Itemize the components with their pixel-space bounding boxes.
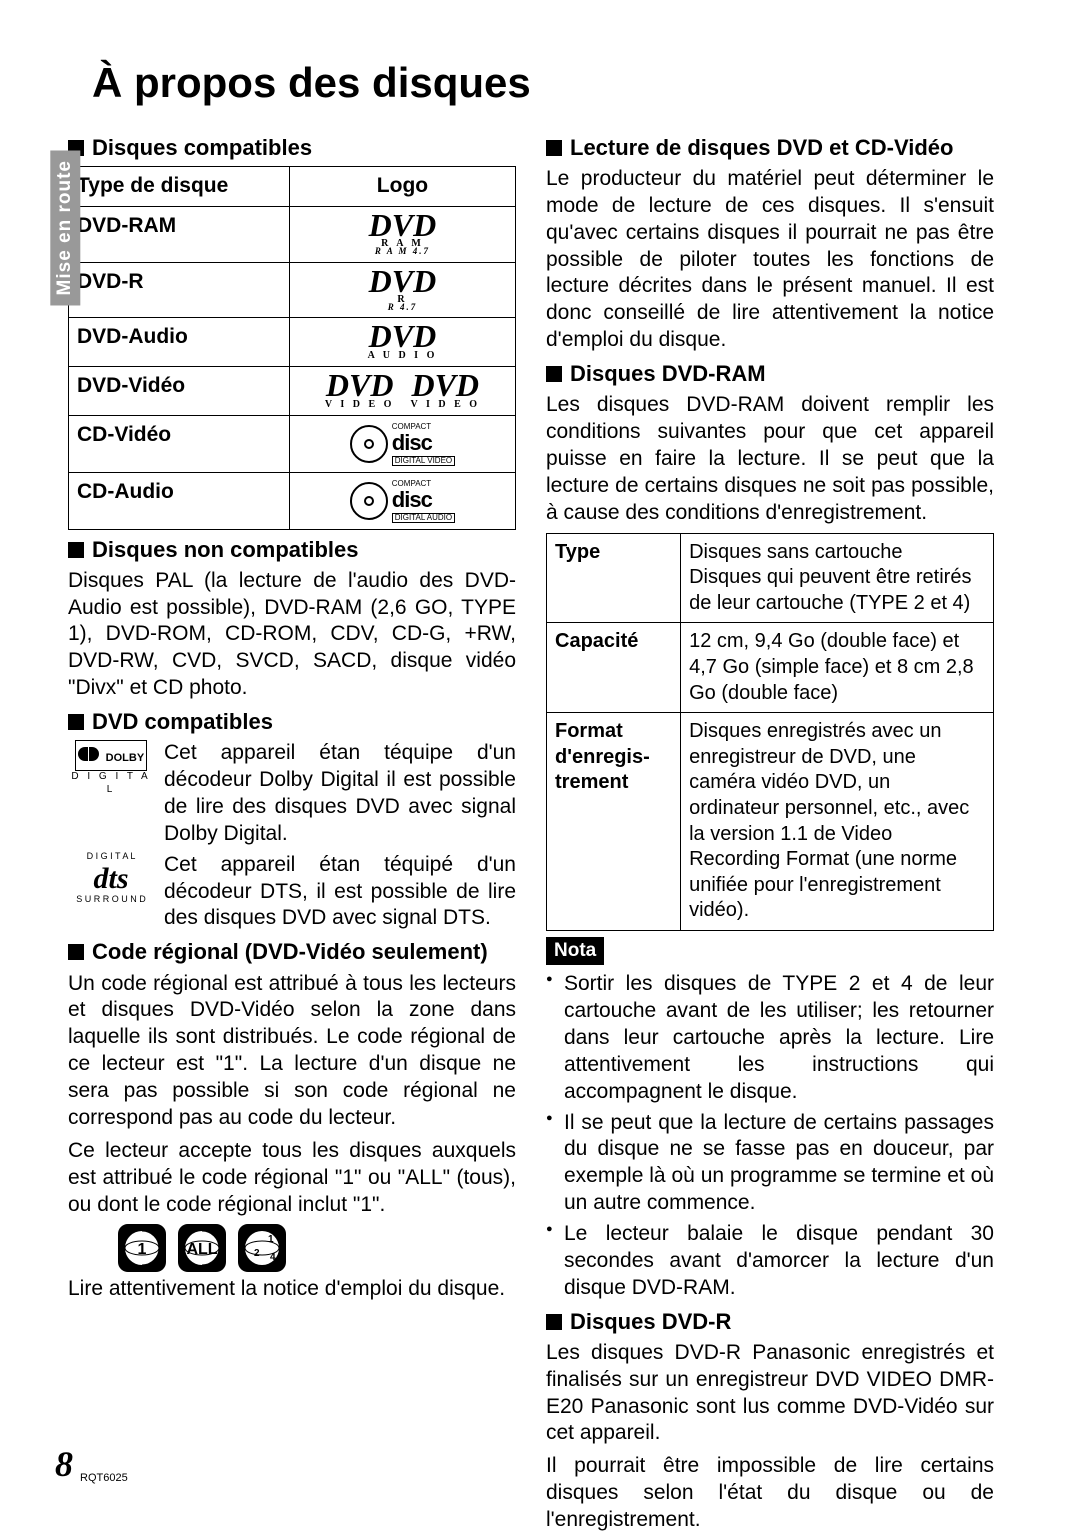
svg-text:4: 4	[270, 1252, 276, 1263]
table-row: DVD-VidéoDVDV I D E ODVDV I D E O	[69, 366, 516, 415]
dvdr-body2: Il pourrait être impossible de lire cert…	[546, 1453, 994, 1534]
col-logo: Logo	[289, 166, 515, 206]
list-item: Le lecteur balaie le disque pendant 30 s…	[546, 1221, 994, 1302]
region-body2: Ce lecteur accepte tous les disques auxq…	[68, 1138, 516, 1219]
dvdr-body1: Les disques DVD-R Panasonic enregistrés …	[546, 1340, 994, 1448]
page-title: À propos des disques	[92, 56, 1012, 110]
svg-text:1: 1	[268, 1234, 274, 1245]
noncompat-heading: Disques non compatibles	[68, 536, 516, 564]
footer-note: Lire attentivement la notice d'emploi du…	[68, 1276, 516, 1303]
dvdcompat-heading: DVD compatibles	[68, 708, 516, 736]
page-number: 8	[55, 1441, 73, 1487]
svg-text:2: 2	[254, 1248, 260, 1259]
table-row: TypeDisques sans cartoucheDisques qui pe…	[547, 533, 994, 623]
col-type: Type de disque	[69, 166, 290, 206]
region-badge: 1	[118, 1224, 166, 1272]
compat-table: Type de disque Logo DVD-RAMDVDR A MR A M…	[68, 166, 516, 530]
list-item: Sortir les disques de TYPE 2 et 4 de leu…	[546, 971, 994, 1105]
ram-heading: Disques DVD-RAM	[546, 360, 994, 388]
dolby-icon: DOLBY D I G I T A L	[68, 740, 154, 798]
table-row: DVD-AudioDVDA U D I O	[69, 318, 516, 367]
table-row: DVD-RAMDVDR A MR A M 4.7	[69, 206, 516, 262]
region-body1: Un code régional est attribué à tous les…	[68, 971, 516, 1132]
list-item: Il se peut que la lecture de certains pa…	[546, 1110, 994, 1218]
compat-heading: Disques compatibles	[68, 134, 516, 162]
play-body: Le producteur du matériel peut détermine…	[546, 166, 994, 354]
noncompat-body: Disques PAL (la lecture de l'audio des D…	[68, 568, 516, 702]
spec-table: TypeDisques sans cartoucheDisques qui pe…	[546, 533, 994, 931]
region-heading: Code régional (DVD-Vidéo seulement)	[68, 938, 516, 966]
doc-id: RQT6025	[80, 1471, 128, 1485]
ram-body: Les disques DVD-RAM doivent remplir les …	[546, 392, 994, 526]
dts-icon: D I G I T A LdtsS U R R O U N D	[68, 852, 154, 905]
svg-text:1: 1	[138, 1241, 147, 1258]
region-badge: ALL	[178, 1224, 226, 1272]
table-row: DVD-RDVDRR 4.7	[69, 262, 516, 318]
svg-text:ALL: ALL	[186, 1241, 217, 1258]
dvdr-heading: Disques DVD-R	[546, 1308, 994, 1336]
table-row: CD-VidéoCOMPACTdiscDIGITAL VIDEO	[69, 415, 516, 472]
region-badge: 124	[238, 1224, 286, 1272]
nota-label: Nota	[546, 937, 604, 965]
nota-list: Sortir les disques de TYPE 2 et 4 de leu…	[546, 971, 994, 1302]
table-row: CD-AudioCOMPACTdiscDIGITAL AUDIO	[69, 472, 516, 529]
dts-body: Cet appareil étan téquipé d'un décodeur …	[164, 852, 516, 933]
right-column: Lecture de disques DVD et CD-Vidéo Le pr…	[546, 128, 994, 1540]
region-badges: 1ALL124	[118, 1224, 516, 1272]
side-tab: Mise en route	[50, 150, 80, 305]
table-row: Format d'enregis-trementDisques enregist…	[547, 713, 994, 931]
table-row: Capacité12 cm, 9,4 Go (double face) et 4…	[547, 623, 994, 713]
play-heading: Lecture de disques DVD et CD-Vidéo	[546, 134, 994, 162]
left-column: Disques compatibles Type de disque Logo …	[68, 128, 516, 1540]
dolby-body: Cet appareil étan téquipe d'un décodeur …	[164, 740, 516, 848]
